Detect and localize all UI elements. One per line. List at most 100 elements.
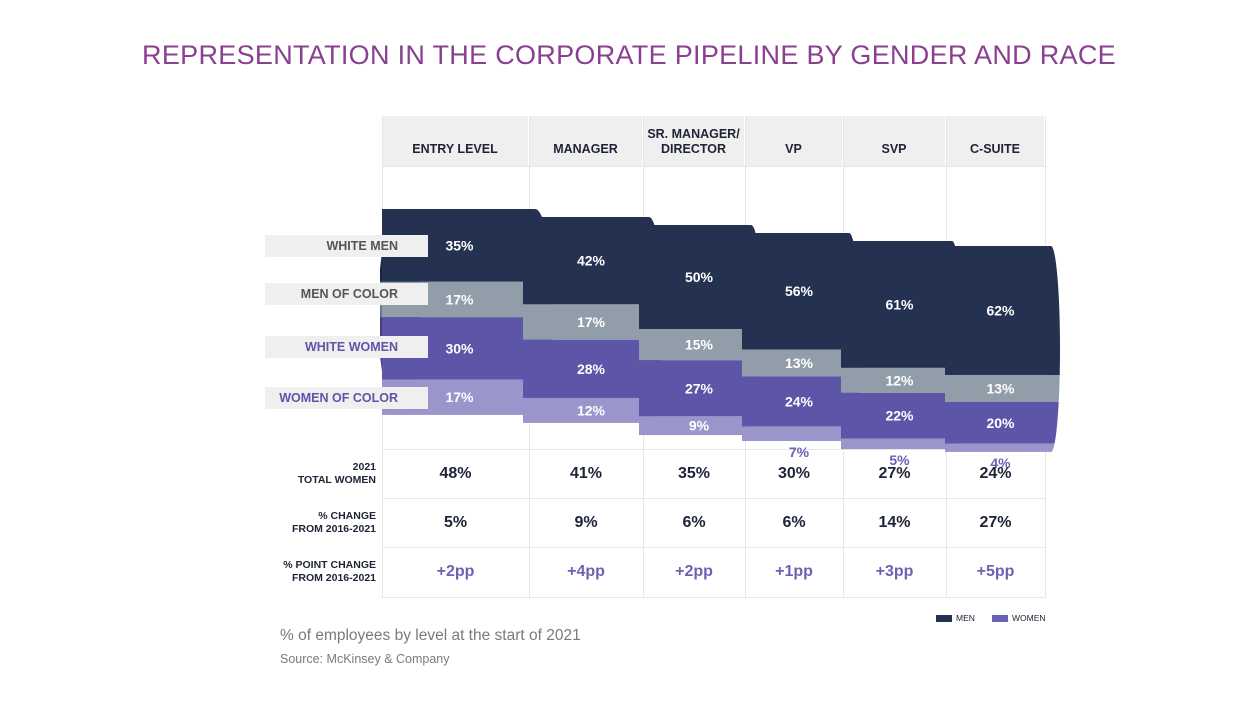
bar-label: 28% [577,361,606,377]
column-header-label: SVP [881,142,907,156]
grid-line [382,498,1045,499]
table-cell: +4pp [567,563,605,580]
legend-women-label: WOMEN [1012,613,1046,623]
pipeline-segment-4: 56% 13% 24% 7% [742,233,860,460]
column-header-label: VP [785,142,802,156]
bar-label: 24% [785,393,814,409]
bar-label: 4% [990,455,1011,471]
bar-label: 56% [785,283,814,299]
table-cell: 41% [569,465,603,482]
table-cell: 27% [878,465,911,482]
bar-label: 12% [885,372,914,388]
bar-label: 50% [685,269,714,285]
table-cell: 24% [979,465,1012,482]
bar-white-women [945,402,1051,444]
table-cell: +2pp [436,563,475,580]
legend-men-label: MEN [956,613,975,623]
footnote: % of employees by level at the start of … [280,627,581,644]
bar-label: 13% [785,355,814,371]
column-header-label: SR. MANAGER/DIRECTOR [647,127,740,156]
bar-women-of-color [841,438,952,449]
table-cell: 14% [878,514,911,531]
bar-label: 30% [445,340,474,356]
legend-men: MEN [936,613,975,623]
column-header: C-SUITE [946,116,1044,166]
bar-cap [1050,402,1059,444]
bar-men-of-color [945,374,1051,402]
row-label: % CHANGE FROM 2016-2021 [291,510,376,535]
bar-white-men [523,217,649,305]
bar-label: 35% [445,237,474,253]
column-header-label: C-SUITE [970,142,1020,156]
bar-women-of-color [523,397,649,423]
table-cell: 6% [782,514,806,531]
table-cell: +5pp [976,563,1015,580]
bar-label: 42% [577,253,606,269]
column-header: SVP [843,116,945,166]
table-cell: 30% [777,465,811,482]
bar-label: 17% [577,314,606,330]
pipeline-segment-6: 62% 13% 20% 4% [945,246,1060,471]
bar-white-men [841,241,952,368]
column-header: ENTRY LEVEL [382,116,528,166]
table-cell: 9% [574,514,598,531]
table-cell: +1pp [775,563,813,580]
pipeline-segment-3: 50% 15% 27% 9% [639,225,763,436]
bar-label: 17% [445,389,474,405]
row-label: 2021 TOTAL WOMEN [297,461,376,486]
grid-line [382,547,1045,548]
bar-label: 12% [577,402,606,418]
bar-men-of-color [841,367,952,393]
bar-men-of-color [523,304,649,340]
table-cell: +3pp [875,563,914,580]
grid-line [382,166,1045,167]
bar-white-women [841,392,952,439]
legend-men-swatch [936,614,952,622]
table-cell: 5% [443,514,468,531]
bar-label: 61% [885,296,914,312]
table-cell: 6% [682,514,706,531]
bar-women-of-color [639,416,751,436]
column-header-label: MANAGER [553,142,618,156]
bar-cap [1050,246,1060,375]
bar-label: 27% [685,380,714,396]
bar-women-of-color [945,443,1051,452]
bar-men-of-color [742,349,849,377]
bar-white-women [742,376,849,427]
bar-label: 13% [986,380,1015,396]
bar-label: 22% [885,408,914,424]
bar-white-women [639,360,751,417]
table-cell: 27% [979,514,1012,531]
grid-line [382,449,1045,450]
segment-label-white-women: WHITE WOMEN [265,336,428,358]
row-label: % POINT CHANGE FROM 2016-2021 [283,559,376,584]
bar-cap [1050,443,1055,452]
bar-label: 5% [889,452,910,468]
bar-men-of-color [639,329,751,361]
bar-white-men [639,225,751,329]
bar-label: 20% [986,415,1015,431]
bar-white-men [742,233,849,350]
table-cell: 48% [439,465,472,482]
source-note: Source: McKinsey & Company [280,652,450,666]
segment-label-white-men: WHITE MEN [265,235,428,257]
bar-label: 15% [685,337,714,353]
column-header: VP [745,116,842,166]
bar-white-men [945,246,1051,375]
bar-label: 7% [789,444,810,460]
chart-title: REPRESENTATION IN THE CORPORATE PIPELINE… [142,40,1116,70]
legend-women: WOMEN [992,613,1046,623]
legend-women-swatch [992,614,1008,622]
segment-label-women-of-color: WOMEN OF COLOR [265,387,428,409]
bar-label: 17% [445,291,474,307]
bar-women-of-color [742,426,849,441]
table-cell: +2pp [675,563,713,580]
column-header-label: ENTRY LEVEL [412,142,498,156]
column-header: MANAGER [529,116,642,166]
pipeline-segment-5: 61% 12% 22% 5% [841,241,962,468]
column-header: SR. MANAGER/DIRECTOR [643,116,744,166]
bar-white-women [523,339,649,398]
grid-line [382,597,1045,598]
bar-label: 62% [986,302,1015,318]
